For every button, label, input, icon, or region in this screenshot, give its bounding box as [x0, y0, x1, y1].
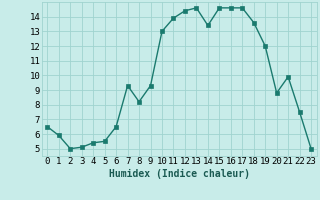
X-axis label: Humidex (Indice chaleur): Humidex (Indice chaleur)	[109, 169, 250, 179]
